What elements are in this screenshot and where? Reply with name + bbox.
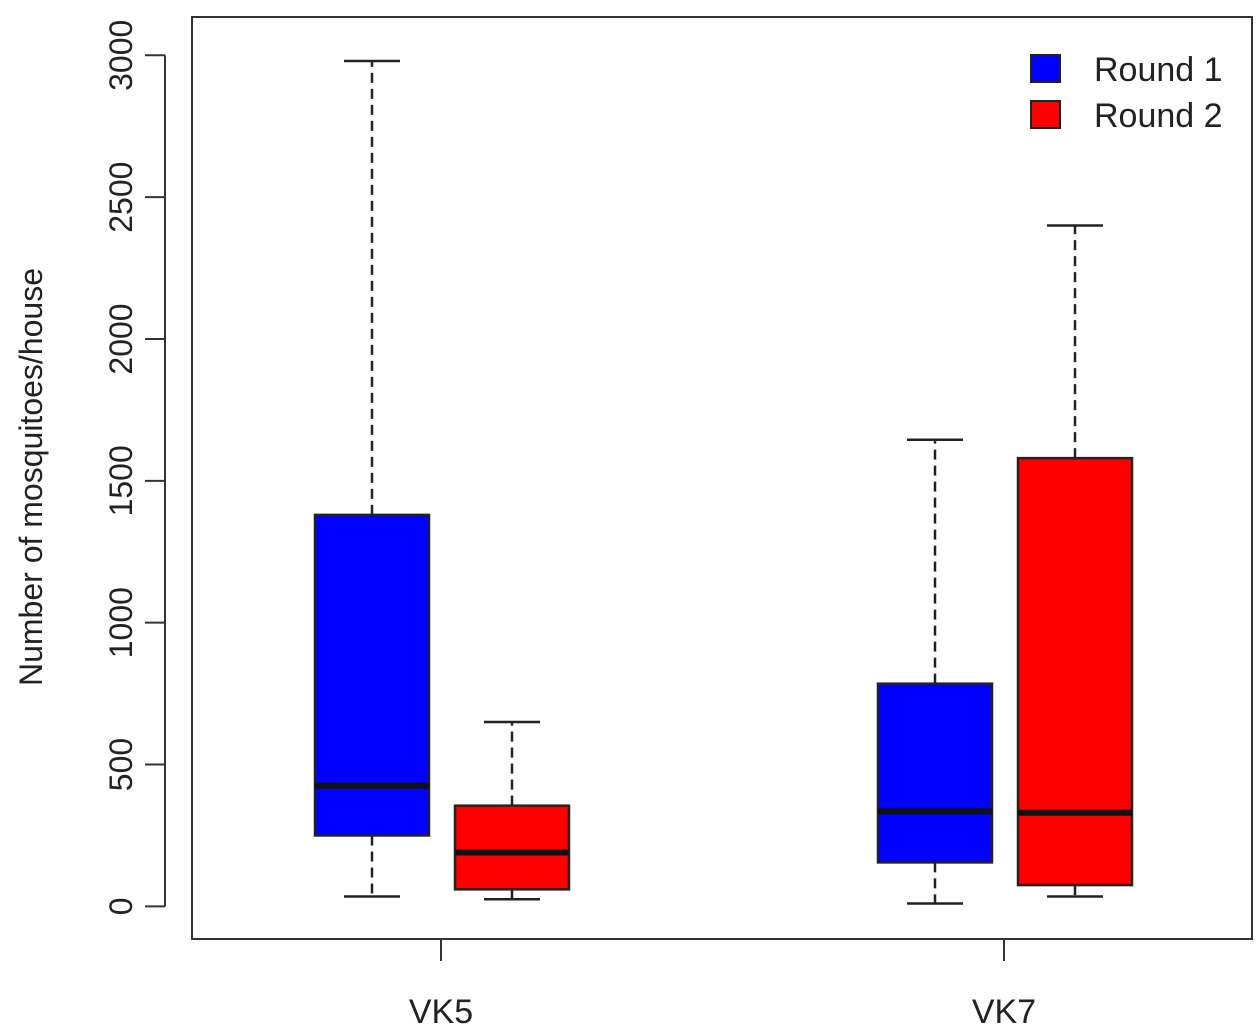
box-round-2-vk7	[1016, 224, 1134, 898]
y-tick-label: 3000	[103, 20, 139, 91]
y-tick-label: 0	[103, 897, 139, 915]
legend-swatch	[1030, 54, 1061, 83]
box-series-group	[313, 59, 1134, 905]
x-tick-label: VK5	[409, 993, 473, 1027]
box-iqr	[876, 682, 994, 864]
y-tick-label: 1000	[103, 587, 139, 658]
y-tick-label: 2000	[103, 303, 139, 374]
legend: Round 1 Round 2	[1030, 51, 1223, 135]
y-tick-label: 2500	[103, 162, 139, 233]
y-tick-label: 500	[103, 738, 139, 791]
box-round-1-vk7	[876, 438, 994, 905]
box-iqr	[453, 804, 571, 891]
y-axis-label: Number of mosquitoes/house	[13, 268, 49, 686]
x-tick-label: VK7	[972, 993, 1036, 1027]
box-iqr	[313, 513, 431, 837]
legend-swatch	[1030, 100, 1061, 129]
box-iqr	[1016, 456, 1134, 887]
plot-frame	[191, 16, 1253, 940]
box-round-2-vk5	[453, 720, 571, 901]
x-axis: VK5 VK7	[409, 939, 1036, 1027]
y-axis: 0 500 1000 1500 2000 2500 3000	[103, 20, 166, 915]
box-round-1-vk5	[313, 59, 431, 898]
legend-label: Round 1	[1094, 51, 1223, 89]
y-tick-label: 1500	[103, 445, 139, 516]
legend-label: Round 2	[1094, 97, 1223, 135]
